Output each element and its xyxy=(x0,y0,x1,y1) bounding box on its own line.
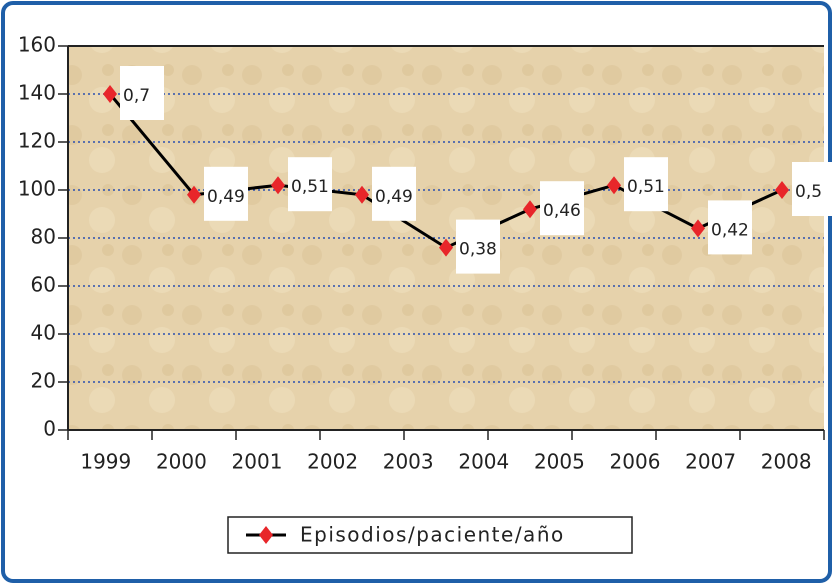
marker xyxy=(439,238,453,257)
label-box xyxy=(288,157,332,212)
marker xyxy=(691,219,705,238)
data-label: 0,7 xyxy=(123,86,150,106)
x-tick-label: 2008 xyxy=(761,450,812,474)
label-box xyxy=(120,66,164,120)
label-box xyxy=(624,157,668,212)
x-tick-label: 2000 xyxy=(156,450,207,474)
data-label: 0,5 xyxy=(795,182,822,202)
x-tick-label: 2002 xyxy=(307,450,358,474)
label-box xyxy=(204,166,248,221)
label-box xyxy=(792,162,833,216)
y-tick-label: 80 xyxy=(31,225,56,249)
y-tick-label: 60 xyxy=(31,273,56,297)
y-tick-label: 40 xyxy=(31,321,56,345)
marker xyxy=(187,185,201,204)
y-tick-label: 120 xyxy=(18,129,56,153)
data-label: 0,51 xyxy=(627,177,665,197)
marker xyxy=(355,185,369,204)
legend-marker xyxy=(259,526,273,544)
data-label: 0,38 xyxy=(459,240,497,260)
x-tick-label: 2001 xyxy=(232,450,283,474)
label-box xyxy=(372,166,416,221)
data-label: 0,42 xyxy=(711,220,749,240)
x-tick-label: 2003 xyxy=(383,450,434,474)
data-label: 0,51 xyxy=(291,177,329,197)
data-label: 0,49 xyxy=(375,187,413,207)
y-tick-label: 20 xyxy=(31,369,56,393)
marker xyxy=(271,176,285,195)
marker xyxy=(775,181,789,199)
marker xyxy=(607,176,621,195)
label-box xyxy=(540,181,584,236)
data-label: 0,49 xyxy=(207,187,245,207)
y-tick-label: 0 xyxy=(43,417,56,441)
data-label: 0,46 xyxy=(543,201,581,221)
marker xyxy=(103,85,117,103)
label-box xyxy=(456,219,500,274)
legend-label: Episodios/paciente/año xyxy=(300,523,565,547)
marker xyxy=(523,200,537,219)
x-tick-label: 2004 xyxy=(458,450,509,474)
y-tick-label: 100 xyxy=(18,177,56,201)
legend: Episodios/paciente/año xyxy=(227,516,633,554)
x-tick-label: 1999 xyxy=(80,450,131,474)
label-box xyxy=(708,200,752,255)
x-tick-label: 2005 xyxy=(534,450,585,474)
y-tick-label: 160 xyxy=(18,33,56,57)
y-tick-label: 140 xyxy=(18,81,56,105)
x-tick-label: 2007 xyxy=(685,450,736,474)
x-tick-label: 2006 xyxy=(610,450,661,474)
